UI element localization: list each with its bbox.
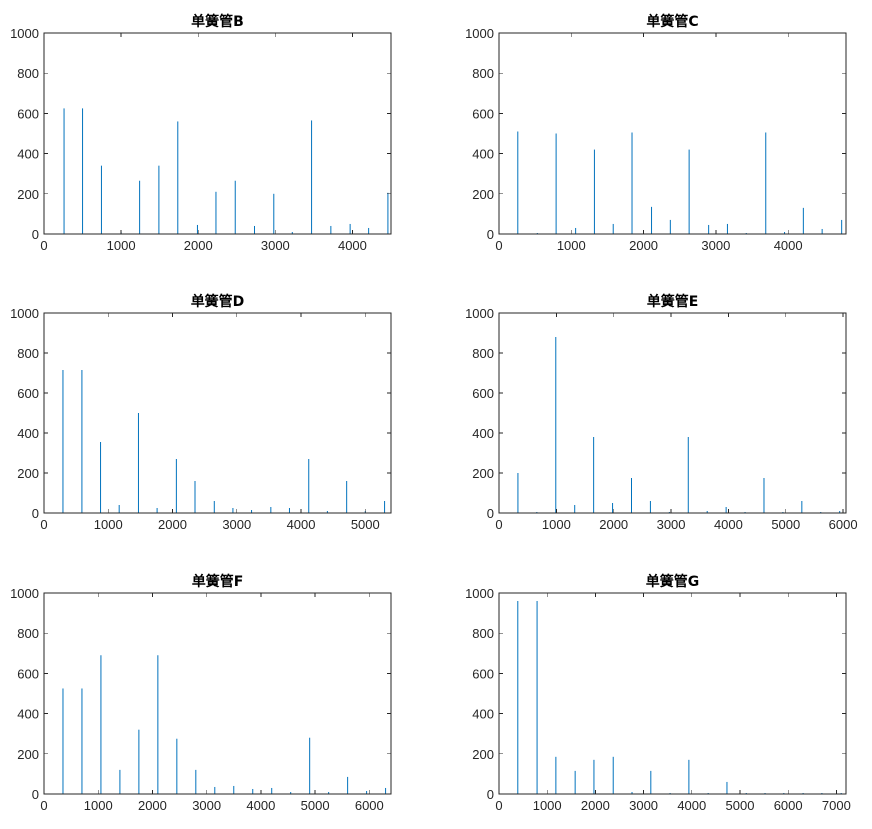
x-tick-label: 1000 <box>107 238 136 253</box>
y-tick-label: 0 <box>487 506 494 521</box>
y-tick-label: 1000 <box>465 586 494 601</box>
chart-panel-2: 单簧管D 0 1000 2000 3000 4000 5000 0 200 400 600 800 10… <box>10 293 392 532</box>
axes-box <box>43 312 392 514</box>
x-tick-label: 4000 <box>338 238 367 253</box>
x-tick-label: 5000 <box>301 798 330 813</box>
x-tick-label: 2000 <box>138 798 167 813</box>
x-tick-label: 1000 <box>84 798 113 813</box>
x-tick-label: 3000 <box>261 238 290 253</box>
x-tick-label: 4000 <box>287 517 316 532</box>
y-tick-label: 1000 <box>10 26 39 41</box>
x-tick-label: 4000 <box>246 798 275 813</box>
x-tick-label: 5000 <box>771 517 800 532</box>
x-tick-label: 2000 <box>158 517 187 532</box>
axes-box <box>43 32 392 235</box>
chart-title: 单簧管E <box>647 293 699 310</box>
x-tick-label: 4000 <box>714 517 743 532</box>
y-tick-label: 400 <box>472 707 494 722</box>
x-tick-label: 4000 <box>774 238 803 253</box>
y-tick-label: 800 <box>17 346 39 361</box>
x-tick-label: 1000 <box>542 517 571 532</box>
x-tick-label: 2000 <box>599 517 628 532</box>
y-tick-label: 800 <box>17 66 39 81</box>
x-tick-label: 0 <box>40 798 47 813</box>
chart-panel-0: 单簧管B 0 1000 2000 3000 4000 0 200 400 600 800 1000 <box>10 13 392 253</box>
y-tick-label: 600 <box>472 386 494 401</box>
y-tick-label: 800 <box>17 626 39 641</box>
axes-box <box>498 592 847 795</box>
chart-title: 单簧管G <box>646 573 700 590</box>
x-tick-label: 4000 <box>677 798 706 813</box>
chart-title: 单簧管D <box>191 293 245 310</box>
x-tick-label: 0 <box>495 798 502 813</box>
x-tick-label: 3000 <box>222 517 251 532</box>
y-tick-label: 600 <box>17 106 39 121</box>
x-tick-label: 3000 <box>701 238 730 253</box>
x-tick-label: 0 <box>40 238 47 253</box>
x-tick-label: 1000 <box>557 238 586 253</box>
x-tick-label: 5000 <box>351 517 380 532</box>
y-tick-label: 200 <box>472 466 494 481</box>
y-tick-label: 200 <box>17 466 39 481</box>
x-tick-label: 2000 <box>629 238 658 253</box>
x-tick-label: 3000 <box>629 798 658 813</box>
y-tick-label: 1000 <box>10 306 39 321</box>
x-tick-label: 0 <box>495 238 502 253</box>
y-tick-label: 200 <box>472 747 494 762</box>
axes-box <box>43 592 392 795</box>
x-tick-label: 6000 <box>774 798 803 813</box>
chart-panel-3: 单簧管E 0 1000 2000 3000 4000 5000 6000 0 200 400 600 8… <box>465 293 858 532</box>
y-tick-label: 400 <box>472 147 494 162</box>
chart-title: 单簧管B <box>191 13 244 30</box>
y-tick-label: 400 <box>17 707 39 722</box>
y-tick-label: 1000 <box>465 306 494 321</box>
x-tick-label: 6000 <box>355 798 384 813</box>
x-tick-label: 2000 <box>581 798 610 813</box>
chart-panel-1: 单簧管C 0 1000 2000 3000 4000 0 200 400 600 800 1000 <box>465 13 847 253</box>
y-tick-label: 800 <box>472 626 494 641</box>
y-tick-label: 0 <box>32 227 39 242</box>
y-tick-label: 800 <box>472 66 494 81</box>
axes-box <box>498 312 847 514</box>
x-tick-label: 3000 <box>657 517 686 532</box>
y-tick-label: 200 <box>17 747 39 762</box>
x-tick-label: 7000 <box>822 798 851 813</box>
chart-title: 单簧管C <box>646 13 698 30</box>
y-tick-label: 800 <box>472 346 494 361</box>
y-tick-label: 0 <box>32 787 39 802</box>
x-tick-label: 3000 <box>192 798 221 813</box>
x-tick-label: 1000 <box>533 798 562 813</box>
chart-title: 单簧管F <box>192 573 244 590</box>
axes-box <box>498 32 847 235</box>
y-tick-label: 0 <box>32 506 39 521</box>
y-tick-label: 200 <box>17 187 39 202</box>
y-tick-label: 400 <box>17 147 39 162</box>
x-tick-label: 5000 <box>726 798 755 813</box>
y-tick-label: 0 <box>487 227 494 242</box>
x-tick-label: 1000 <box>94 517 123 532</box>
x-tick-label: 0 <box>40 517 47 532</box>
y-tick-label: 0 <box>487 787 494 802</box>
y-tick-label: 600 <box>472 666 494 681</box>
y-tick-label: 200 <box>472 187 494 202</box>
y-tick-label: 600 <box>472 106 494 121</box>
y-tick-label: 1000 <box>10 586 39 601</box>
y-tick-label: 1000 <box>465 26 494 41</box>
chart-panel-4: 单簧管F 0 1000 2000 3000 4000 5000 6000 0 200 400 600 8… <box>10 573 392 813</box>
x-tick-label: 2000 <box>184 238 213 253</box>
x-tick-label: 6000 <box>829 517 858 532</box>
chart-panel-5: 单簧管G 0 1000 2000 3000 4000 5000 6000 7000 0 200 400… <box>465 573 851 813</box>
y-tick-label: 400 <box>472 426 494 441</box>
y-tick-label: 400 <box>17 426 39 441</box>
y-tick-label: 600 <box>17 666 39 681</box>
y-tick-label: 600 <box>17 386 39 401</box>
x-tick-label: 0 <box>495 517 502 532</box>
